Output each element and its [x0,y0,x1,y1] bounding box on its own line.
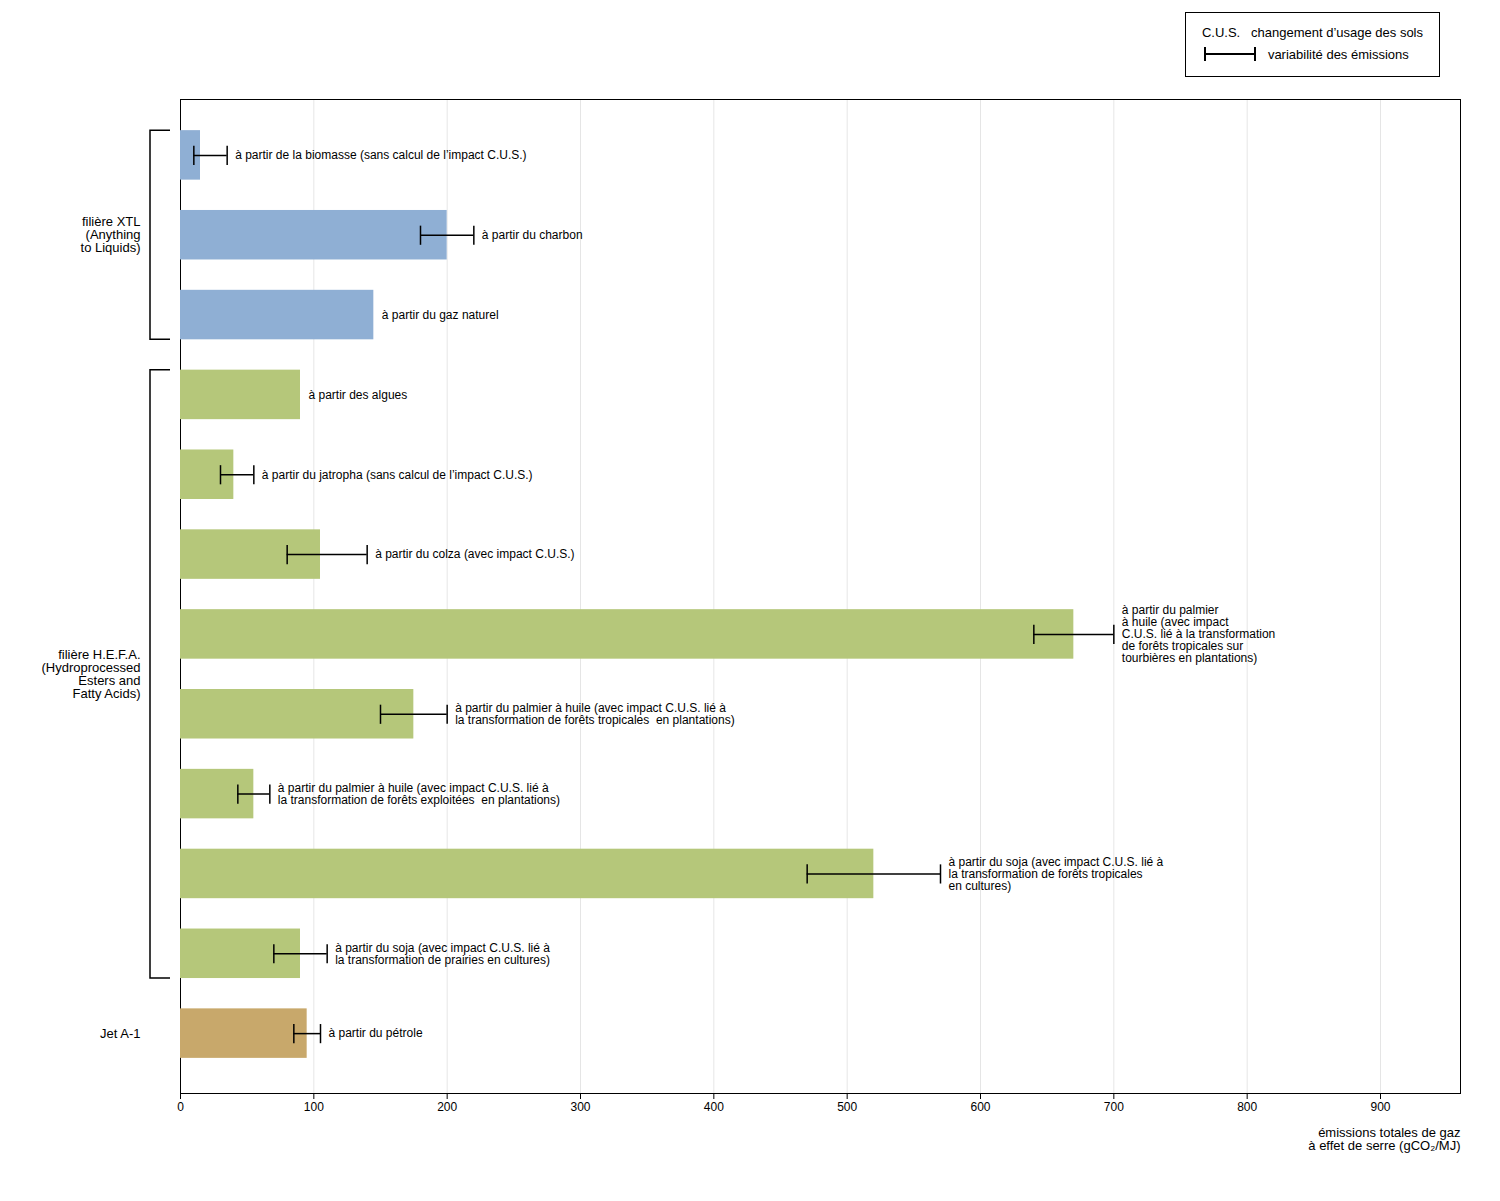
html-text:C.U.S. changement d’usage des: C.U.S. changement d’usage des sols [1201,25,1423,40]
svg-text:à partir du soja (avec impact: à partir du soja (avec impact C.U.S. lié… [335,941,550,967]
svg-text:800: 800 [1237,1100,1257,1114]
svg-text:700: 700 [1104,1100,1124,1114]
svg-text:400: 400 [704,1100,724,1114]
html-text:variabilité des émissions: variabilité des émissions [1267,46,1409,62]
svg-text:filière H.E.F.A.(Hydroprocesse: filière H.E.F.A.(HydroprocessedEsters an… [42,647,141,701]
svg-text:200: 200 [437,1100,457,1114]
svg-text:à partir du soja (avec impact: à partir du soja (avec impact C.U.S. lié… [949,855,1164,893]
svg-text:à partir du palmierà huile (av: à partir du palmierà huile (avec impactC… [1122,603,1275,665]
svg-text:à partir des algues: à partir des algues [309,388,408,402]
svg-text:à partir du colza (avec impact: à partir du colza (avec impact C.U.S.) [375,547,574,561]
svg-text:à partir de la biomasse (sans: à partir de la biomasse (sans calcul de … [235,148,526,162]
svg-text:filière XTL(Anythingto Liquids: filière XTL(Anythingto Liquids) [81,214,141,255]
svg-text:à partir du palmier à huile (a: à partir du palmier à huile (avec impact… [278,781,560,807]
svg-text:900: 900 [1370,1100,1390,1114]
svg-text:émissions totales de gazà effe: émissions totales de gazà effet de serre… [1308,1125,1460,1153]
svg-text:à partir du charbon: à partir du charbon [482,228,583,242]
svg-text:à partir du jatropha (sans cal: à partir du jatropha (sans calcul de l’i… [262,468,533,482]
svg-text:à partir du gaz naturel: à partir du gaz naturel [382,308,499,322]
svg-text:100: 100 [304,1100,324,1114]
svg-text:Jet A-1: Jet A-1 [100,1026,140,1041]
svg-text:0: 0 [177,1100,184,1114]
svg-text:600: 600 [970,1100,990,1114]
svg-text:à partir du palmier à huile (a: à partir du palmier à huile (avec impact… [455,701,734,727]
svg-text:300: 300 [570,1100,590,1114]
svg-text:500: 500 [837,1100,857,1114]
svg-text:à partir du pétrole: à partir du pétrole [329,1026,423,1040]
